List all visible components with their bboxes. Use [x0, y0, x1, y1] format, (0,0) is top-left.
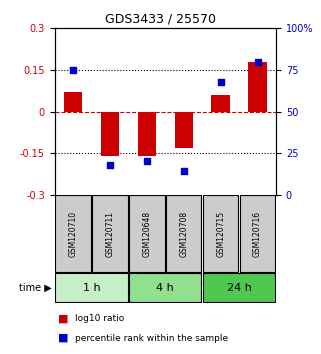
Text: 1 h: 1 h: [83, 282, 100, 293]
Text: 24 h: 24 h: [227, 282, 252, 293]
Text: GSM120711: GSM120711: [105, 211, 115, 257]
Point: [71, 67, 76, 73]
Text: log10 ratio: log10 ratio: [75, 314, 125, 323]
Bar: [64, 92, 82, 112]
FancyBboxPatch shape: [129, 195, 165, 272]
Text: percentile rank within the sample: percentile rank within the sample: [75, 333, 229, 343]
Text: GSM120715: GSM120715: [216, 211, 225, 257]
Point: [144, 159, 150, 164]
Text: ■: ■: [58, 333, 68, 343]
Point: [255, 59, 260, 64]
FancyBboxPatch shape: [92, 195, 128, 272]
Bar: [212, 95, 230, 112]
FancyBboxPatch shape: [166, 195, 202, 272]
FancyBboxPatch shape: [55, 195, 91, 272]
Text: GSM120710: GSM120710: [68, 211, 78, 257]
FancyBboxPatch shape: [203, 195, 239, 272]
Text: GSM120648: GSM120648: [142, 211, 152, 257]
Text: GDS3433 / 25570: GDS3433 / 25570: [105, 12, 216, 25]
FancyBboxPatch shape: [129, 273, 202, 302]
Point: [181, 169, 187, 174]
Text: 4 h: 4 h: [156, 282, 174, 293]
Point: [107, 162, 113, 167]
FancyBboxPatch shape: [203, 273, 275, 302]
Text: ■: ■: [58, 314, 68, 324]
FancyBboxPatch shape: [240, 195, 275, 272]
Bar: [138, 112, 156, 156]
Bar: [101, 112, 119, 156]
Point: [218, 79, 223, 84]
Text: GSM120708: GSM120708: [179, 211, 188, 257]
FancyBboxPatch shape: [55, 273, 128, 302]
Bar: [175, 112, 193, 148]
Text: time ▶: time ▶: [19, 282, 51, 293]
Bar: [248, 62, 267, 112]
Text: GSM120716: GSM120716: [253, 211, 262, 257]
